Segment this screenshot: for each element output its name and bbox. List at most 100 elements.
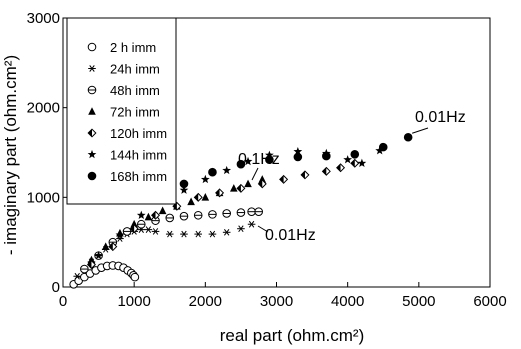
data-point bbox=[215, 188, 225, 198]
y-axis-label: - imaginary part (ohm.cm²) bbox=[1, 55, 20, 255]
y-tick-label: 2000 bbox=[27, 100, 60, 117]
data-point bbox=[179, 179, 189, 189]
annotation-pointer bbox=[251, 167, 259, 181]
data-point bbox=[179, 185, 189, 194]
legend-box bbox=[66, 17, 177, 205]
data-point bbox=[200, 174, 210, 184]
data-point bbox=[343, 155, 353, 164]
data-point bbox=[257, 179, 267, 189]
x-tick-label: 4000 bbox=[331, 293, 364, 310]
data-point bbox=[322, 151, 331, 161]
data-point bbox=[336, 163, 346, 173]
series-4 bbox=[86, 158, 360, 270]
data-point bbox=[230, 184, 238, 192]
y-tick-label: 0 bbox=[52, 279, 60, 296]
legend-marker bbox=[87, 171, 97, 181]
annotation-pointer bbox=[257, 225, 269, 233]
data-point bbox=[86, 260, 96, 270]
data-point bbox=[144, 226, 153, 233]
data-point bbox=[179, 211, 189, 221]
data-point bbox=[222, 209, 231, 218]
data-point bbox=[115, 230, 125, 239]
data-point bbox=[130, 272, 140, 282]
data-point bbox=[222, 165, 232, 175]
data-point bbox=[236, 159, 246, 169]
y-tick-label: 1000 bbox=[27, 189, 60, 206]
data-point bbox=[375, 146, 385, 155]
data-point bbox=[94, 251, 103, 260]
data-point bbox=[350, 149, 360, 159]
data-point bbox=[208, 230, 217, 238]
data-point bbox=[265, 150, 274, 159]
legend-entry: 120h imm bbox=[110, 126, 167, 141]
annotations: 0.01Hz 0.1Hz 0.01Hz bbox=[238, 109, 466, 244]
data-point bbox=[293, 152, 303, 162]
data-point bbox=[80, 264, 89, 274]
data-point bbox=[222, 228, 231, 236]
x-tick-label: 2000 bbox=[189, 293, 222, 310]
data-point bbox=[180, 230, 188, 238]
data-point bbox=[378, 142, 388, 152]
data-point bbox=[144, 212, 153, 221]
legend-marker bbox=[87, 128, 97, 138]
legend: 2 h imm 24h imm 48h imm 72h imm 120h imm 144h… bbox=[66, 17, 177, 205]
annotation-label: 0.01Hz bbox=[265, 227, 316, 244]
x-tick-label: 0 bbox=[59, 293, 67, 310]
data-point bbox=[130, 219, 138, 228]
data-point bbox=[151, 228, 160, 235]
data-point bbox=[247, 220, 256, 228]
data-point bbox=[201, 193, 210, 201]
legend-marker bbox=[88, 65, 96, 72]
data-point bbox=[108, 242, 118, 252]
data-point bbox=[237, 225, 245, 233]
data-point bbox=[279, 174, 289, 184]
data-point bbox=[208, 167, 217, 177]
x-axis-label: real part (ohm.cm²) bbox=[220, 326, 365, 345]
data-point bbox=[151, 210, 161, 220]
data-point bbox=[403, 132, 413, 142]
data-point bbox=[236, 208, 246, 217]
data-point bbox=[73, 272, 82, 280]
annotation-label: 0.1Hz bbox=[238, 151, 280, 168]
legend-entry: 2 h imm bbox=[110, 40, 156, 55]
legend-entry: 72h imm bbox=[110, 105, 160, 120]
data-point bbox=[187, 197, 195, 206]
data-point bbox=[254, 207, 264, 216]
data-point bbox=[247, 207, 256, 216]
series-0 bbox=[69, 261, 140, 289]
data-point bbox=[165, 213, 175, 223]
data-point bbox=[265, 155, 274, 164]
data-point bbox=[293, 147, 303, 156]
data-point bbox=[122, 227, 132, 236]
data-point bbox=[236, 183, 246, 193]
data-point bbox=[129, 224, 139, 234]
data-point bbox=[321, 166, 331, 176]
data-point bbox=[194, 230, 203, 238]
annotation-label: 0.01Hz bbox=[415, 109, 466, 126]
data-point bbox=[208, 210, 217, 219]
data-point bbox=[193, 192, 203, 202]
data-point bbox=[243, 156, 253, 166]
legend-entry: 24h imm bbox=[110, 62, 160, 77]
data-point bbox=[136, 210, 146, 219]
legend-marker bbox=[87, 149, 97, 159]
x-tick-label: 3000 bbox=[260, 293, 293, 310]
legend-marker bbox=[87, 42, 97, 52]
legend-marker bbox=[88, 107, 96, 115]
x-tick-label: 1000 bbox=[117, 293, 150, 310]
data-point bbox=[101, 242, 110, 250]
annotation-pointer bbox=[412, 127, 429, 134]
x-tick-label: 5000 bbox=[402, 293, 435, 310]
legend-entry: 168h imm bbox=[110, 169, 167, 184]
data-point bbox=[300, 170, 310, 180]
legend-entry: 144h imm bbox=[110, 148, 167, 163]
data-point bbox=[158, 206, 167, 215]
legend-marker bbox=[87, 85, 97, 95]
data-point bbox=[357, 158, 367, 167]
data-points bbox=[69, 132, 413, 289]
axis-ticks: 0 1000 2000 3000 4000 5000 6000 0 1000 2000 3000 bbox=[27, 10, 507, 310]
data-point bbox=[165, 230, 174, 238]
data-point bbox=[87, 255, 96, 264]
data-point bbox=[136, 219, 146, 229]
